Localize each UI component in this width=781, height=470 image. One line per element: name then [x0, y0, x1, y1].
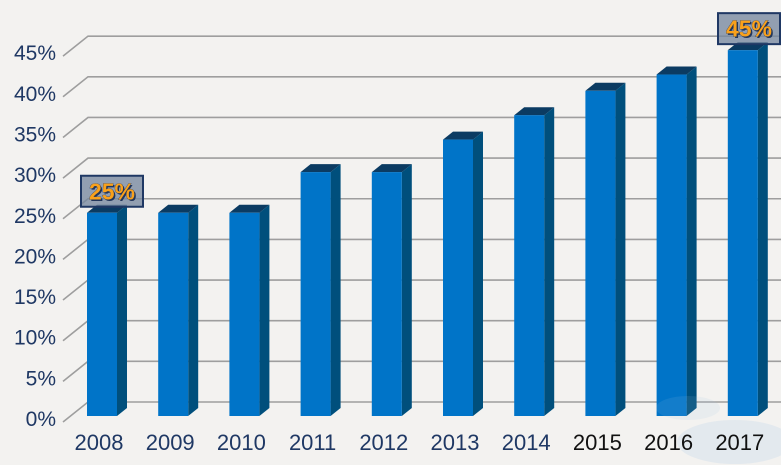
y-tick-label-15: 15%	[14, 286, 56, 309]
y-axis-labels-group: 0% 5% 10% 15% 20% 25% 30% 35% 40% 45%	[14, 42, 56, 431]
y-tick-label-0: 0%	[26, 408, 56, 431]
callout-2017: 45%45%	[717, 12, 781, 46]
callout-text-shadow: 45%	[727, 17, 773, 43]
bar-2011	[300, 164, 341, 416]
bar-2009	[158, 204, 199, 416]
callout-box	[717, 12, 781, 46]
y-tick-label-5: 5%	[26, 367, 56, 390]
bar-top-face	[158, 204, 199, 213]
bar-2010	[229, 204, 270, 416]
y-tick-label-30: 30%	[14, 164, 56, 187]
gridline-40	[62, 76, 781, 98]
bar-front-face	[87, 212, 117, 416]
x-tick-label-2012: 2012	[359, 430, 408, 455]
callout-text-shadow: 25%	[90, 180, 136, 206]
bar-2008	[87, 204, 127, 416]
y-tick-label-40: 40%	[14, 83, 56, 106]
watermark-smudge	[677, 420, 781, 464]
bar-side-face	[330, 164, 341, 416]
callout-text: 25%	[89, 178, 135, 204]
bar-front-face	[443, 139, 473, 416]
bar-side-face	[544, 107, 555, 416]
bar-front-face	[656, 74, 687, 416]
x-tick-label-2008: 2008	[75, 430, 124, 455]
bar-front-face	[229, 212, 260, 416]
bar-side-face	[757, 42, 768, 417]
bar-top-face	[229, 204, 270, 213]
callout-text: 45%	[726, 16, 772, 42]
bar-side-face	[401, 164, 412, 416]
bar-side-face	[615, 82, 626, 417]
bar-2014	[514, 107, 555, 416]
annotations-group: 25%25% 45%45%	[80, 12, 781, 208]
x-tick-label-2011: 2011	[289, 430, 336, 455]
bar-2012	[371, 164, 412, 416]
bar-side-face	[686, 66, 697, 416]
bar-top-face	[371, 164, 412, 173]
x-tick-label-2014: 2014	[502, 430, 551, 455]
bars-group	[87, 42, 768, 417]
y-tick-label-45: 45%	[14, 42, 56, 65]
y-tick-label-25: 25%	[14, 205, 56, 228]
x-axis-labels-group: 2008 2009 2010 2011 2012 2013 2014 2015 2016 2017	[75, 430, 765, 455]
x-tick-label-2009: 2009	[146, 430, 195, 455]
bar-front-face	[727, 50, 758, 417]
x-tick-label-2017: 2017	[715, 430, 764, 455]
bar-side-face	[117, 204, 127, 416]
bar-2017	[727, 42, 768, 417]
bar-2013	[443, 131, 483, 416]
bar-front-face	[158, 212, 189, 416]
callout-2008: 25%25%	[80, 174, 144, 208]
y-tick-label-20: 20%	[14, 245, 56, 268]
bar-top-face	[514, 107, 555, 116]
x-tick-label-2013: 2013	[431, 430, 480, 455]
x-tick-label-2015: 2015	[573, 430, 622, 455]
bar-side-face	[188, 204, 199, 416]
bar-2015	[585, 82, 626, 417]
bar-front-face	[371, 172, 402, 416]
bar-2016	[656, 66, 697, 416]
bar-front-face	[585, 90, 616, 417]
bar-front-face	[514, 115, 545, 416]
callout-box	[80, 174, 144, 208]
x-tick-label-2016: 2016	[644, 430, 693, 455]
bar-side-face	[473, 131, 483, 416]
y-tick-label-10: 10%	[14, 327, 56, 350]
bar-top-face	[443, 131, 483, 140]
bar-side-face	[259, 204, 270, 416]
y-tick-label-35: 35%	[14, 123, 56, 146]
bar-front-face	[300, 172, 331, 416]
watermark-smudge	[656, 396, 720, 420]
gridline-45	[62, 35, 781, 57]
x-tick-label-2010: 2010	[217, 430, 266, 455]
bar-top-face	[300, 164, 341, 173]
bar-top-face	[585, 82, 626, 91]
bar-top-face	[656, 66, 697, 75]
